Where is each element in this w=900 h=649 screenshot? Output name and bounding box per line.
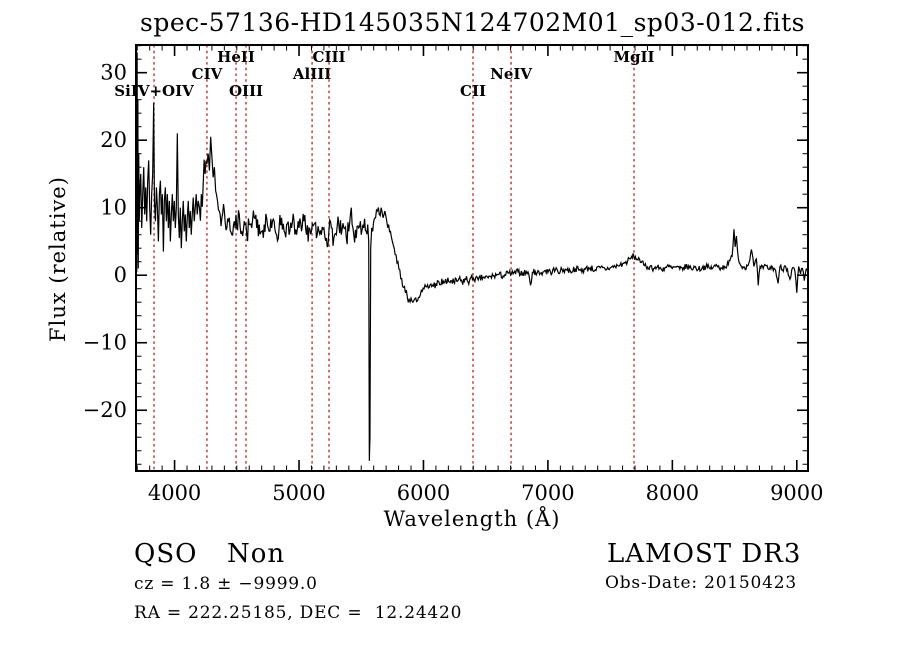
- spectral-line-label: OIII: [229, 82, 263, 100]
- ra-dec-label: RA = 222.25185, DEC = 12.24420: [134, 603, 463, 623]
- y-tick-label: 10: [100, 196, 127, 220]
- x-tick-label: 6000: [397, 481, 450, 505]
- spectrum-trace: [136, 52, 808, 461]
- spectral-line-label: CII: [460, 82, 486, 100]
- subclass-label: Non: [227, 539, 286, 569]
- spectral-line-label: MgII: [613, 48, 654, 66]
- x-tick-label: 9000: [770, 481, 823, 505]
- spectral-line-label: HeII: [217, 48, 255, 66]
- y-tick-label: 0: [114, 263, 127, 287]
- spectral-line-label: AlIII: [292, 65, 331, 83]
- class-label: QSO: [134, 539, 198, 569]
- x-tick-label: 7000: [521, 481, 574, 505]
- x-tick-label: 5000: [272, 481, 325, 505]
- plot-title: spec-57136-HD145035N124702M01_sp03-012.f…: [140, 8, 805, 37]
- spectral-line-label: CIII: [313, 48, 346, 66]
- spectral-line-label: NeIV: [490, 65, 532, 83]
- y-tick-label: 20: [100, 128, 127, 152]
- spectral-line-label: CIV: [192, 65, 223, 83]
- x-tick-label: 4000: [148, 481, 201, 505]
- y-tick-label: 30: [100, 61, 127, 85]
- spectral-line-label: SiIV+OIV: [114, 82, 194, 100]
- y-axis-label: Flux (relative): [46, 176, 70, 342]
- obs-date-label: Obs-Date: 20150423: [605, 573, 798, 593]
- x-tick-label: 8000: [646, 481, 699, 505]
- plot-frame: [135, 44, 809, 472]
- y-tick-label: −10: [83, 331, 127, 355]
- survey-label: LAMOST DR3: [607, 539, 802, 569]
- x-axis-label: Wavelength (Å): [383, 507, 561, 531]
- y-tick-label: −20: [83, 398, 127, 422]
- redshift-line: cz = 1.8 ± −9999.0: [134, 574, 318, 594]
